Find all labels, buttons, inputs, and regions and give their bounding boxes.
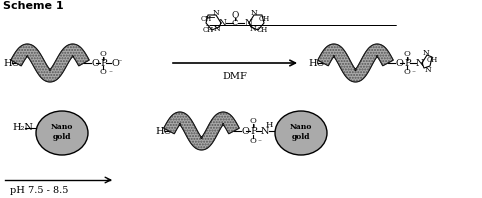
Text: N: N [250, 25, 256, 33]
Text: ⁻: ⁻ [108, 69, 112, 77]
Text: C: C [232, 19, 238, 27]
Text: N: N [251, 9, 257, 17]
Text: ⁻: ⁻ [411, 69, 415, 77]
Text: Scheme 1: Scheme 1 [3, 1, 64, 11]
Text: DMF: DMF [223, 72, 247, 81]
Text: HO: HO [155, 127, 172, 135]
Text: H: H [266, 121, 273, 129]
Text: pH 7.5 - 8.5: pH 7.5 - 8.5 [10, 186, 68, 195]
Polygon shape [318, 44, 393, 82]
Text: HO: HO [3, 58, 19, 68]
Text: gold: gold [53, 133, 71, 141]
Ellipse shape [275, 111, 327, 155]
Text: N: N [218, 18, 226, 28]
Text: P: P [404, 58, 411, 68]
Text: N: N [244, 18, 252, 28]
Text: CH: CH [427, 56, 438, 64]
Polygon shape [11, 44, 89, 82]
Ellipse shape [36, 111, 88, 155]
Text: P: P [100, 58, 107, 68]
Text: N: N [213, 9, 219, 17]
Text: CH: CH [258, 15, 269, 23]
Text: N: N [261, 127, 269, 135]
Text: O: O [395, 58, 403, 68]
Text: HO: HO [308, 58, 324, 68]
Text: O: O [403, 50, 411, 58]
Polygon shape [164, 112, 239, 150]
Text: O: O [241, 127, 249, 135]
Text: N: N [214, 25, 220, 33]
Text: CH: CH [201, 15, 212, 23]
Text: O: O [111, 58, 119, 68]
Text: gold: gold [292, 133, 310, 141]
Text: CH: CH [256, 26, 268, 34]
Text: H₂N: H₂N [12, 124, 33, 132]
Text: ⁻: ⁻ [117, 57, 121, 67]
Text: O: O [250, 137, 256, 145]
Text: O: O [403, 68, 411, 76]
Text: N: N [425, 66, 431, 74]
Text: O: O [100, 50, 107, 58]
Text: N: N [423, 49, 429, 57]
Text: O: O [231, 10, 239, 19]
Text: ⁻: ⁻ [257, 137, 261, 147]
Text: O: O [250, 117, 256, 125]
Text: P: P [250, 127, 256, 135]
Text: N: N [416, 58, 425, 68]
Text: Nano: Nano [290, 123, 312, 131]
Text: Nano: Nano [51, 123, 73, 131]
Text: CH: CH [202, 26, 214, 34]
Text: O: O [91, 58, 99, 68]
Text: O: O [100, 68, 107, 76]
